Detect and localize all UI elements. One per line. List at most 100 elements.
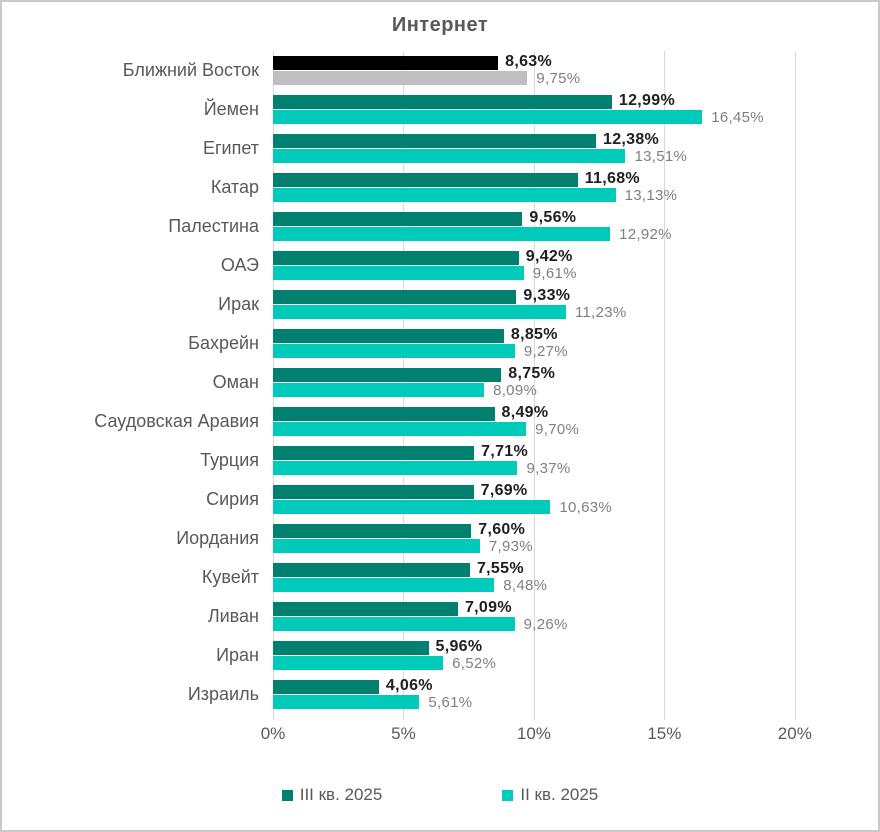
bar-q2-2025: [273, 422, 527, 436]
bar-q2-2025: [273, 227, 611, 241]
row-bars: 5,96% 6,52%: [273, 636, 847, 675]
chart-row: ОАЭ 9,42% 9,61%: [18, 246, 847, 285]
value-label-q3: 4,06%: [385, 677, 433, 694]
row-bars: 7,69% 10,63%: [273, 480, 847, 519]
value-label-q2: 12,92%: [619, 226, 672, 243]
bar-q3-2025: [273, 446, 475, 460]
category-label: Бахрейн: [188, 333, 259, 353]
value-label-q2: 11,23%: [575, 304, 627, 321]
category-label: Саудовская Аравия: [94, 411, 259, 431]
chart-row: Саудовская Аравия 8,49% 9,70%: [18, 402, 847, 441]
value-label-q3: 5,96%: [435, 638, 483, 655]
bar-q3-2025: [273, 290, 517, 304]
chart-row: Сирия 7,69% 10,63%: [18, 480, 847, 519]
legend: III кв. 2025 II кв. 2025: [2, 785, 878, 805]
gridline: [794, 51, 796, 720]
bar-q3-2025: [273, 524, 472, 538]
category-label: Иран: [216, 645, 259, 665]
bar-q2-2025: [273, 539, 480, 553]
gridline: [533, 51, 535, 720]
value-label-q2: 7,93%: [488, 538, 533, 555]
bar-q3-2025: [273, 173, 578, 187]
value-label-q3: 8,75%: [508, 365, 556, 382]
bar-q3-2025: [273, 56, 499, 70]
chart-row: Кувейт 7,55% 8,48%: [18, 558, 847, 597]
value-label-q3: 11,68%: [584, 170, 640, 187]
row-bars: 8,49% 9,70%: [273, 402, 847, 441]
bar-q2-2025: [273, 149, 626, 163]
value-label-q2: 9,26%: [523, 616, 568, 633]
bar-q2-2025: [273, 578, 495, 592]
bar-q3-2025: [273, 680, 379, 694]
category-label: Сирия: [206, 489, 259, 509]
bar-q3-2025: [273, 329, 504, 343]
value-label-q2: 13,51%: [634, 148, 688, 165]
category-label: Оман: [212, 372, 259, 392]
category-label: Катар: [210, 177, 259, 197]
row-bars: 11,68% 13,13%: [273, 168, 847, 207]
value-label-q3: 7,69%: [480, 482, 528, 499]
row-bars: 8,85% 9,27%: [273, 324, 847, 363]
row-bars: 8,75% 8,09%: [273, 363, 847, 402]
rows: Ближний Восток 8,63% 9,75% Йемен 12,99% 16,45…: [18, 51, 847, 714]
x-axis: 0% 5% 10% 15% 20%: [261, 724, 847, 748]
category-label: Израиль: [187, 684, 259, 704]
value-label-q3: 12,99%: [618, 92, 675, 109]
chart-row: Йемен 12,99% 16,45%: [18, 90, 847, 129]
value-label-q2: 13,13%: [624, 187, 678, 204]
legend-label: II кв. 2025: [520, 785, 599, 804]
row-bars: 7,55% 8,48%: [273, 558, 847, 597]
x-tick-label: 20%: [777, 724, 812, 743]
chart-row: Иордания 7,60% 7,93%: [18, 519, 847, 558]
value-label-q3: 7,60%: [478, 521, 526, 538]
bar-q2-2025: [273, 695, 420, 709]
row-bars: 12,38% 13,51%: [273, 129, 847, 168]
value-label-q2: 6,52%: [452, 655, 497, 672]
value-label-q2: 10,63%: [559, 499, 613, 516]
bar-q3-2025: [273, 407, 495, 421]
chart-row: Катар 11,68% 13,13%: [18, 168, 847, 207]
value-label-q3: 7,71%: [481, 443, 529, 460]
bar-q2-2025: [273, 617, 515, 631]
x-tick-label: 15%: [647, 724, 682, 743]
chart-title: Интернет: [391, 14, 489, 36]
row-bars: 9,42% 9,61%: [273, 246, 847, 285]
row-bars: 9,33% 11,23%: [273, 285, 847, 324]
value-label-q3: 7,55%: [476, 560, 524, 577]
chart-row: Египет 12,38% 13,51%: [18, 129, 847, 168]
legend-swatch: [281, 789, 293, 801]
value-label-q2: 9,37%: [526, 460, 571, 477]
chart-row: Израиль 4,06% 5,61%: [18, 675, 847, 714]
bar-q3-2025: [273, 563, 470, 577]
category-label: Ливан: [207, 606, 259, 626]
value-label-q2: 9,70%: [535, 421, 580, 438]
bar-q2-2025: [273, 656, 444, 670]
bar-q2-2025: [273, 188, 616, 202]
value-label-q3: 9,42%: [525, 248, 573, 265]
chart-row: Ирак 9,33% 11,23%: [18, 285, 847, 324]
row-bars: 7,09% 9,26%: [273, 597, 847, 636]
chart-row: Палестина 9,56% 12,92%: [18, 207, 847, 246]
legend-item: II кв. 2025: [502, 785, 598, 805]
category-label: ОАЭ: [220, 255, 259, 275]
chart-row: Иран 5,96% 6,52%: [18, 636, 847, 675]
chart-row: Бахрейн 8,85% 9,27%: [18, 324, 847, 363]
chart-row: Ближний Восток 8,63% 9,75%: [18, 51, 847, 90]
x-tick-label: 0%: [260, 724, 286, 743]
bar-q3-2025: [273, 251, 519, 265]
chart-row: Ливан 7,09% 9,26%: [18, 597, 847, 636]
value-label-q3: 9,33%: [523, 287, 571, 304]
row-bars: 7,71% 9,37%: [273, 441, 847, 480]
value-label-q3: 8,49%: [501, 404, 549, 421]
category-label: Кувейт: [201, 567, 259, 587]
row-bars: 4,06% 5,61%: [273, 675, 847, 714]
category-label: Палестина: [168, 216, 259, 236]
chart-row: Оман 8,75% 8,09%: [18, 363, 847, 402]
legend-item: III кв. 2025: [281, 785, 382, 805]
bar-q2-2025: [273, 305, 566, 319]
chart-row: Турция 7,71% 9,37%: [18, 441, 847, 480]
bar-q2-2025: [273, 383, 485, 397]
bar-q3-2025: [273, 212, 523, 226]
category-label: Йемен: [203, 99, 259, 119]
